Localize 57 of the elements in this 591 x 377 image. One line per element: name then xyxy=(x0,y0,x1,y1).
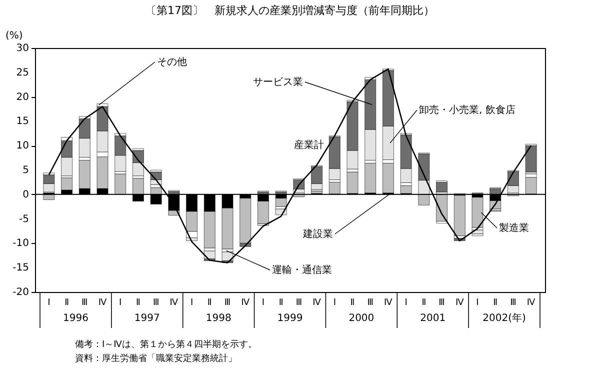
x-tick-label: Ⅱ xyxy=(207,298,212,308)
chart-title: 〔第17図〕 新規求人の産業別増減寄与度（前年同期比） xyxy=(146,4,434,17)
x-tick-label: Ⅲ xyxy=(82,298,88,308)
text: 1998 xyxy=(206,313,232,324)
x-tick-label: Ⅲ xyxy=(438,298,445,308)
x-tick-label: Ⅰ xyxy=(476,298,479,308)
y-tick-label: 15 xyxy=(16,116,29,128)
y-tick-label: 0 xyxy=(22,189,29,200)
x-tick-label: Ⅱ xyxy=(493,298,498,308)
x-tick-label: Ⅱ xyxy=(422,298,426,308)
x-tick-label: Ⅱ xyxy=(64,298,70,308)
text: 卸売・小売業, 飲食店 xyxy=(419,104,516,116)
x-tick-label: Ⅰ xyxy=(119,298,122,308)
x-tick-label: Ⅰ xyxy=(48,298,50,308)
x-tick-label: Ⅰ xyxy=(333,298,336,308)
x-tick-label: Ⅱ xyxy=(350,298,355,308)
x-tick-label: Ⅳ xyxy=(241,298,250,308)
x-tick-label: Ⅲ xyxy=(296,298,302,308)
text: その他 xyxy=(157,56,187,68)
text: 備考：Ⅰ～Ⅳは、第１から第４四半期を示す。 xyxy=(75,339,257,350)
x-tick-label: Ⅲ xyxy=(510,298,516,308)
y-tick-label: 5 xyxy=(22,165,29,176)
y-tick-label: 20 xyxy=(16,92,29,103)
text: 2002(年) xyxy=(482,312,526,324)
text: 1997 xyxy=(134,313,160,324)
text: 2001 xyxy=(420,313,446,324)
x-tick-label: Ⅲ xyxy=(367,298,374,308)
x-tick-label: Ⅲ xyxy=(224,298,231,308)
x-tick-label: Ⅳ xyxy=(98,298,108,308)
x-tick-label: Ⅰ xyxy=(190,298,194,308)
series-label: 製造業 xyxy=(499,222,529,234)
x-tick-label: Ⅳ xyxy=(170,298,179,308)
x-tick-label: Ⅰ xyxy=(262,298,265,308)
text: 1996 xyxy=(62,313,88,324)
y-tick-label: 10 xyxy=(16,140,29,152)
text: サービス業 xyxy=(253,76,303,88)
x-tick-label: Ⅱ xyxy=(278,298,284,308)
y-tick-label: -5 xyxy=(19,214,29,225)
y-tick-label: 25 xyxy=(16,67,29,78)
text: 1999 xyxy=(277,313,303,324)
y-tick-label: 30 xyxy=(16,43,29,54)
series-label: 産業計 xyxy=(294,139,324,151)
y-axis-title: (%) xyxy=(6,30,23,42)
y-tick-label: -20 xyxy=(12,287,29,298)
y-tick-label: -15 xyxy=(12,262,29,274)
x-tick-label: Ⅲ xyxy=(152,298,160,308)
x-tick-label: Ⅳ xyxy=(312,298,322,308)
x-tick-label: Ⅳ xyxy=(455,298,464,308)
text: 建設業 xyxy=(302,228,333,240)
x-tick-label: Ⅰ xyxy=(404,298,408,308)
x-tick-label: Ⅳ xyxy=(384,298,394,308)
y-tick-label: -10 xyxy=(12,238,29,250)
text: 2000 xyxy=(348,313,374,324)
x-tick-label: Ⅱ xyxy=(136,298,140,308)
text: 資料：厚生労働省「職業安定業務統計」 xyxy=(75,353,237,364)
text: 運輸・通信業 xyxy=(272,264,332,276)
x-tick-label: Ⅳ xyxy=(526,298,536,308)
